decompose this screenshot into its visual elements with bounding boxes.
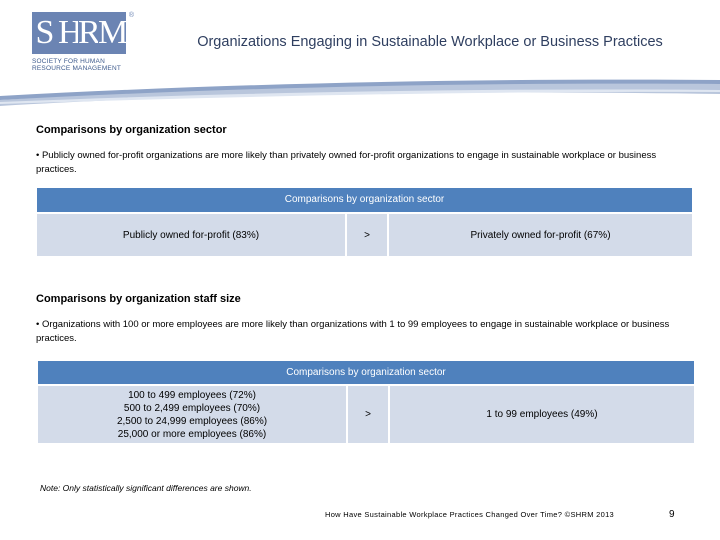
staff-size-item: 100 to 499 employees (72%): [128, 389, 256, 401]
logo-tagline: SOCIETY FOR HUMAN RESOURCE MANAGEMENT: [32, 58, 122, 72]
staff-size-item: 25,000 or more employees (86%): [117, 428, 267, 440]
table-cell-right: 1 to 99 employees (49%): [389, 385, 695, 444]
bullet-sector: • Publicly owned for-profit organization…: [36, 150, 657, 175]
table-cell-right: Privately owned for-profit (67%): [388, 213, 693, 257]
section-title-staff-size: Comparisons by organization staff size: [36, 293, 241, 305]
footer-source: How Have Sustainable Workplace Practices…: [325, 510, 615, 519]
bullet-staff-size: • Organizations with 100 or more employe…: [36, 319, 670, 344]
logo-letters: S H R M: [32, 12, 128, 54]
table-cell-operator: >: [347, 385, 389, 444]
page-title: Organizations Engaging in Sustainable Wo…: [197, 34, 663, 50]
logo-letter: S: [32, 12, 58, 54]
sector-table-row: Publicly owned for-profit (83%) > Privat…: [36, 213, 693, 257]
header-swoosh-decoration: [0, 79, 720, 106]
table-cell-left: Publicly owned for-profit (83%): [36, 213, 346, 257]
logo-letter: H: [58, 12, 83, 54]
sector-table-header: Comparisons by organization sector: [36, 187, 693, 213]
registered-mark: ®: [128, 12, 134, 19]
staff-size-item: 2,500 to 24,999 employees (86%): [116, 415, 268, 427]
staff-size-table-row: 100 to 499 employees (72%) 500 to 2,499 …: [37, 385, 695, 444]
section-title-sector: Comparisons by organization sector: [36, 124, 227, 136]
shrm-logo: S H R M ® SOCIETY FOR HUMAN RESOURCE MAN…: [30, 12, 134, 74]
staff-size-item: 500 to 2,499 employees (70%): [123, 402, 261, 414]
table-cell-operator: >: [346, 213, 388, 257]
staff-size-table-header: Comparisons by organization sector: [37, 360, 695, 385]
page-number: 9: [669, 509, 675, 520]
footnote: Note: Only statistically significant dif…: [40, 483, 252, 493]
logo-letter: R: [78, 12, 101, 54]
table-cell-left: 100 to 499 employees (72%) 500 to 2,499 …: [37, 385, 347, 444]
logo-letter: M: [98, 12, 128, 54]
